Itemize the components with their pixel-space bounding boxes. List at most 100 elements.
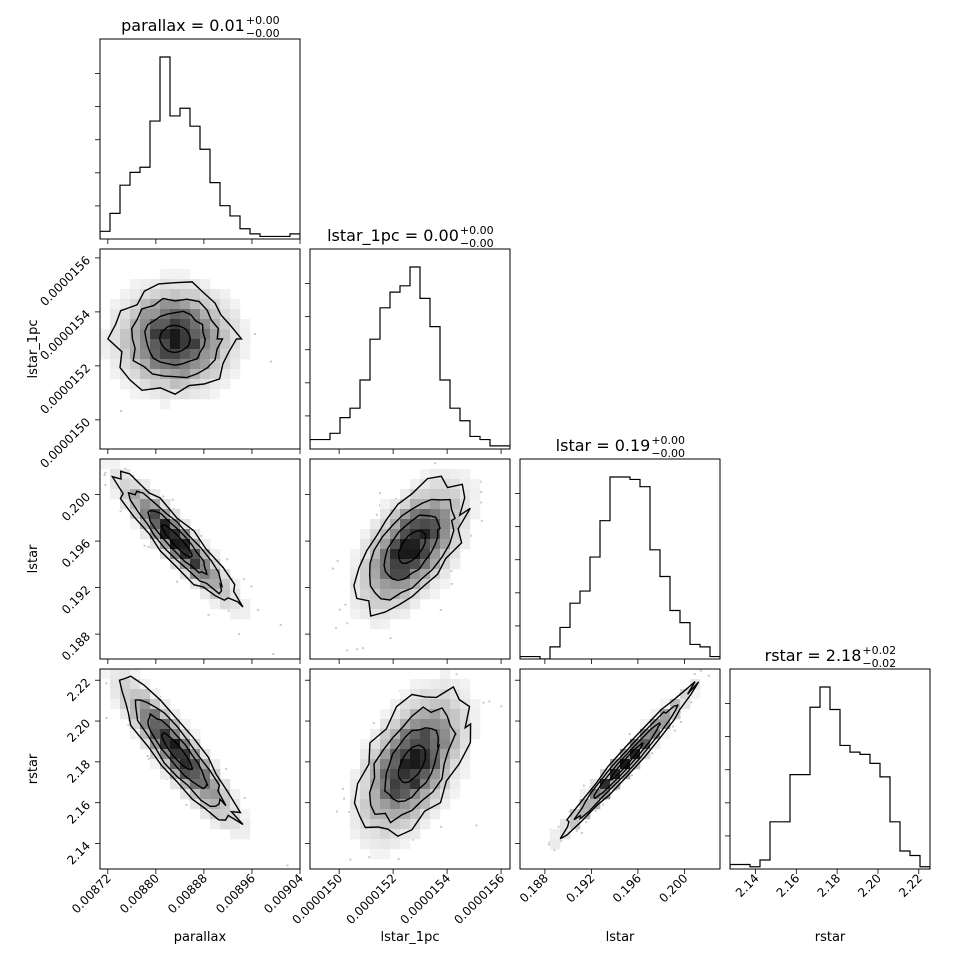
panel-content <box>100 459 282 655</box>
panel-title-lstar_1pc: lstar_1pc = 0.00 +0.00−0.00 <box>327 224 494 250</box>
density-cell <box>450 779 461 790</box>
density-cell <box>180 309 191 320</box>
sample-point <box>104 483 107 486</box>
sample-point <box>479 480 482 483</box>
density-cell <box>380 849 391 860</box>
density-cell <box>440 699 451 710</box>
density-cell <box>130 339 141 350</box>
density-cell <box>390 709 401 720</box>
density-cell <box>130 519 141 530</box>
density-cell <box>470 719 481 730</box>
density-cell <box>460 539 471 550</box>
density-cell <box>170 509 181 520</box>
density-cell <box>220 809 231 820</box>
density-cell <box>400 729 411 740</box>
density-cell <box>370 589 381 600</box>
sample-point <box>548 841 551 844</box>
contours <box>110 470 244 608</box>
contour-level-1 <box>397 744 427 784</box>
panel-content <box>730 686 930 869</box>
sample-point <box>349 858 352 861</box>
density-cell <box>130 289 141 300</box>
density-cell <box>150 329 161 340</box>
density-cell <box>130 719 141 730</box>
density-cell <box>400 829 411 840</box>
density-cell <box>110 469 121 480</box>
density-cell <box>240 349 251 360</box>
density-cell <box>650 709 661 720</box>
density-cell <box>150 359 161 370</box>
contour-level-1 <box>160 524 193 558</box>
density-cell <box>370 779 381 790</box>
density-cell <box>460 709 471 720</box>
density-cell <box>140 349 151 360</box>
x-tick-label: 2.20 <box>855 871 884 900</box>
sample-point <box>269 360 272 363</box>
density-cell <box>410 559 421 570</box>
density-cell <box>410 699 421 710</box>
density-cell <box>560 829 571 840</box>
sample-point <box>279 624 282 627</box>
contour-level-1 <box>161 732 194 771</box>
density-cell <box>160 269 171 280</box>
contour-level-4 <box>353 475 471 617</box>
contour-level-4 <box>559 681 700 840</box>
density-cell <box>170 349 181 360</box>
density-cell <box>210 759 221 770</box>
title-value: rstar = 2.18 <box>765 646 862 665</box>
density-cell <box>160 339 171 350</box>
density-cell <box>390 789 401 800</box>
density-cell <box>430 799 441 810</box>
density-cell <box>180 559 191 570</box>
panel-lstar-rstar: 0.188 0.192 0.196 0.200 <box>515 668 721 905</box>
density-cell <box>410 479 421 490</box>
density-cell <box>110 489 121 500</box>
panel-parallax-rstar: 0.00872 0.00880 0.00888 0.00896 0.009042.142… <box>64 668 306 916</box>
density-cell <box>160 699 171 710</box>
histogram-lstar_1pc <box>310 266 510 449</box>
density-cell <box>410 539 421 550</box>
sample-point <box>679 721 682 724</box>
density-cell <box>390 559 401 570</box>
sample-point <box>394 497 397 500</box>
density-cell <box>220 299 231 310</box>
title-lower-error: −0.02 <box>862 657 896 670</box>
density-cell <box>430 569 441 580</box>
density-cell <box>130 389 141 400</box>
sample-point <box>440 450 442 452</box>
density-cell <box>360 539 371 550</box>
x-axis-label-lstar: lstar <box>606 930 635 945</box>
x-tick-label: 0.0000156 <box>451 871 507 927</box>
density-cell <box>390 749 401 760</box>
density-cell <box>370 539 381 550</box>
density-cell <box>390 609 401 620</box>
x-tick-label: 0.00880 <box>117 871 162 916</box>
density-cell <box>170 749 181 760</box>
density-cell <box>420 589 431 600</box>
density-cell <box>190 569 201 580</box>
density-cell <box>120 709 131 720</box>
panel-parallax-parallax: parallax = 0.01 +0.00−0.00 <box>95 14 301 244</box>
density-cell <box>400 589 411 600</box>
y-tick-label: 0.0000156 <box>37 253 93 309</box>
x-tick-label: 2.14 <box>733 871 762 900</box>
density-cell <box>430 749 441 760</box>
density-cell <box>230 299 241 310</box>
density-cell <box>220 579 231 590</box>
density-cell <box>450 559 461 570</box>
density-cell <box>200 309 211 320</box>
panel-frame <box>309 248 511 450</box>
density-cell <box>360 839 371 850</box>
density-cell <box>190 759 201 770</box>
density-cell <box>440 749 451 760</box>
density-cell <box>190 579 201 590</box>
density-cell <box>170 359 181 370</box>
density-cell <box>100 669 111 680</box>
density-cell <box>550 839 561 850</box>
sample-point <box>582 784 585 787</box>
panel-frame <box>99 38 301 240</box>
sample-point <box>238 633 241 636</box>
density-cell <box>420 819 431 830</box>
y-tick-label: 0.0000152 <box>37 361 93 417</box>
density-cell <box>200 769 211 780</box>
